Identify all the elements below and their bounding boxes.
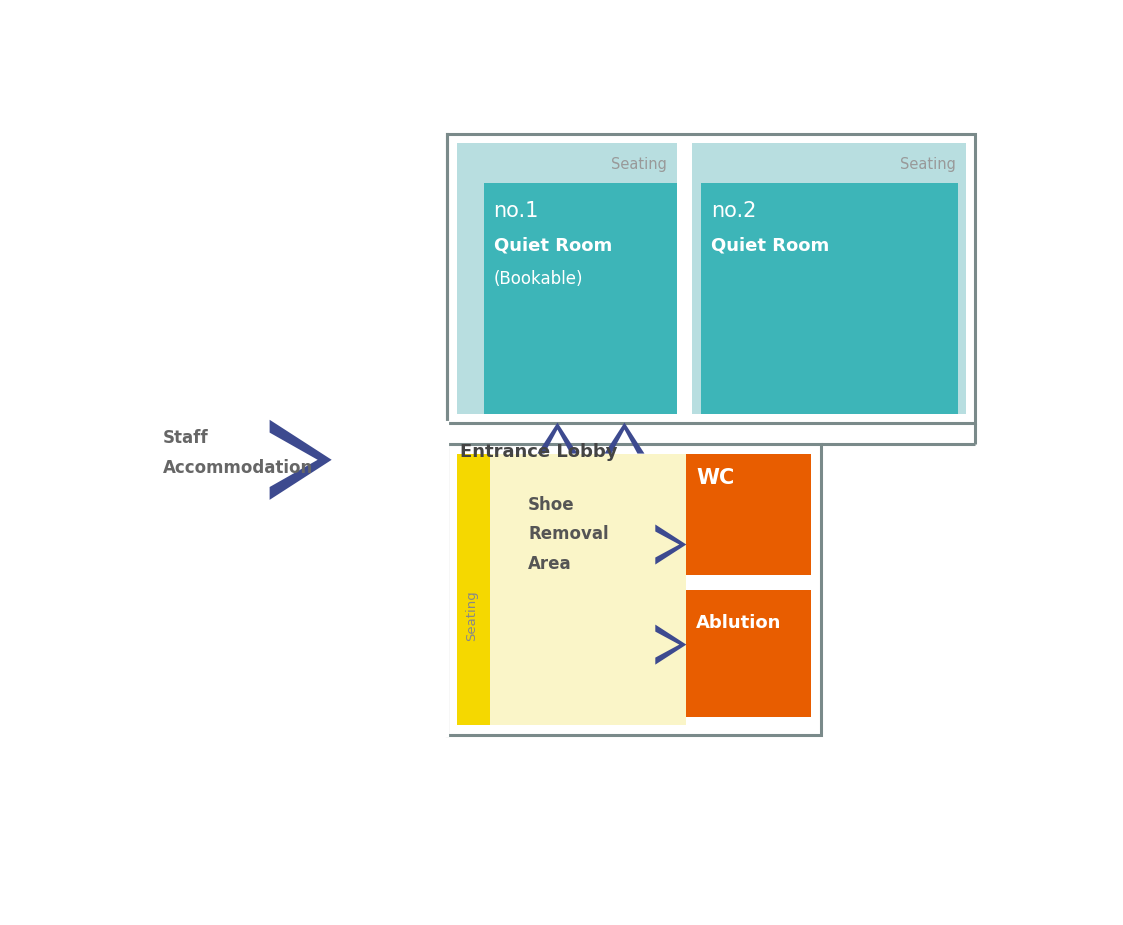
Polygon shape [538,423,577,453]
Bar [686,590,811,717]
Text: no.1: no.1 [493,201,539,221]
Text: Entrance Lobby: Entrance Lobby [460,443,618,461]
Bar [484,182,677,413]
Text: Quiet Room: Quiet Room [493,237,612,254]
Text: (Bookable): (Bookable) [493,270,583,289]
Text: Seating: Seating [611,157,667,172]
Bar [447,444,821,734]
Text: Staff: Staff [163,429,208,448]
Bar [447,134,975,423]
Text: Ablution: Ablution [696,614,782,632]
Polygon shape [270,420,331,500]
Text: Removal: Removal [528,525,609,543]
Polygon shape [604,423,645,453]
Text: WC: WC [696,467,734,487]
Text: Accommodation: Accommodation [163,459,312,476]
Bar [692,142,966,413]
Bar [701,182,958,413]
Text: Shoe: Shoe [528,496,575,514]
Text: Area: Area [528,554,572,573]
Bar [457,142,677,413]
Bar [686,453,811,575]
Bar [457,453,490,724]
Polygon shape [656,524,686,564]
Text: Seating: Seating [465,590,478,641]
Polygon shape [656,624,686,665]
Text: Quiet Room: Quiet Room [712,237,830,254]
Text: no.2: no.2 [712,201,757,221]
Bar [490,453,686,724]
Text: Seating: Seating [900,157,956,172]
